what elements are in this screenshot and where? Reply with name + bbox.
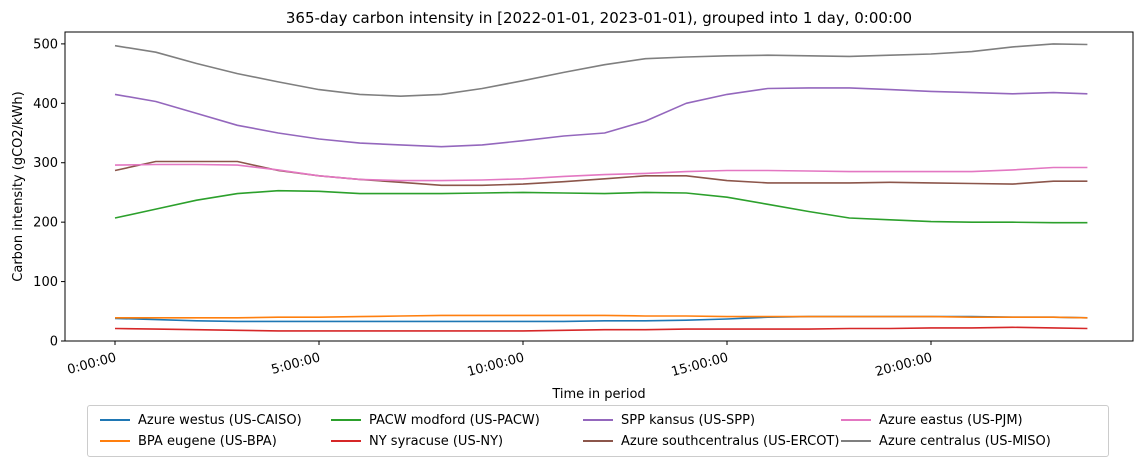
series-line: [114, 163, 1088, 182]
chart-legend: Azure westus (US-CAISO) BPA eugene (US-BP…: [87, 405, 1109, 457]
series-line: [114, 189, 1088, 224]
y-tick-label: 0: [50, 335, 58, 350]
legend-label: NY syracuse (US-NY): [369, 433, 504, 449]
legend-item: Azure centralus (US-MISO): [841, 431, 1051, 451]
series-lines: [114, 43, 1088, 332]
legend-swatch: [331, 419, 361, 421]
legend-swatch: [583, 419, 613, 421]
x-axis-ticks: 0:00:00 5:00:00 10:00:00 15:00:00 20:00:00: [66, 341, 934, 380]
legend-label: BPA eugene (US-BPA): [138, 433, 277, 449]
y-axis-label: Carbon intensity (gCO2/kWh): [11, 91, 26, 281]
legend-swatch: [100, 440, 130, 442]
legend-item: Azure westus (US-CAISO): [100, 410, 302, 430]
legend-label: PACW modford (US-PACW): [369, 412, 540, 428]
x-tick-label: 20:00:00: [874, 350, 934, 380]
legend-item: PACW modford (US-PACW): [331, 410, 540, 430]
series-line: [114, 87, 1088, 148]
chart-title: 365-day carbon intensity in [2022-01-01,…: [286, 9, 912, 27]
series-line: [114, 326, 1088, 332]
legend-swatch: [331, 440, 361, 442]
legend-item: Azure southcentralus (US-ERCOT): [583, 431, 839, 451]
legend-label: Azure centralus (US-MISO): [879, 433, 1051, 449]
legend-label: Azure westus (US-CAISO): [138, 412, 302, 428]
y-tick-label: 400: [33, 97, 58, 112]
legend-item: Azure eastus (US-PJM): [841, 410, 1023, 430]
y-tick-label: 500: [33, 37, 58, 52]
series-line: [114, 43, 1088, 97]
y-tick-label: 200: [33, 216, 58, 231]
legend-swatch: [100, 419, 130, 421]
plot-area-frame: [64, 31, 1134, 342]
legend-item: SPP kansus (US-SPP): [583, 410, 755, 430]
legend-item: BPA eugene (US-BPA): [100, 431, 277, 451]
legend-swatch: [583, 440, 613, 442]
legend-label: Azure eastus (US-PJM): [879, 412, 1023, 428]
y-tick-label: 100: [33, 275, 58, 290]
x-tick-label: 10:00:00: [466, 350, 526, 380]
legend-label: Azure southcentralus (US-ERCOT): [621, 433, 840, 449]
y-axis-ticks: 0 100 200 300 400 500: [33, 37, 65, 350]
series-line: [115, 314, 1088, 319]
series-line: [114, 160, 1088, 187]
legend-label: SPP kansus (US-SPP): [621, 412, 756, 428]
x-axis-label: Time in period: [551, 387, 645, 402]
x-tick-label: 15:00:00: [670, 350, 730, 380]
legend-item: NY syracuse (US-NY): [331, 431, 503, 451]
x-tick-label: 5:00:00: [270, 350, 322, 377]
x-tick-label: 0:00:00: [66, 350, 118, 377]
legend-swatch: [841, 440, 871, 442]
legend-swatch: [841, 419, 871, 421]
y-tick-label: 300: [33, 156, 58, 171]
